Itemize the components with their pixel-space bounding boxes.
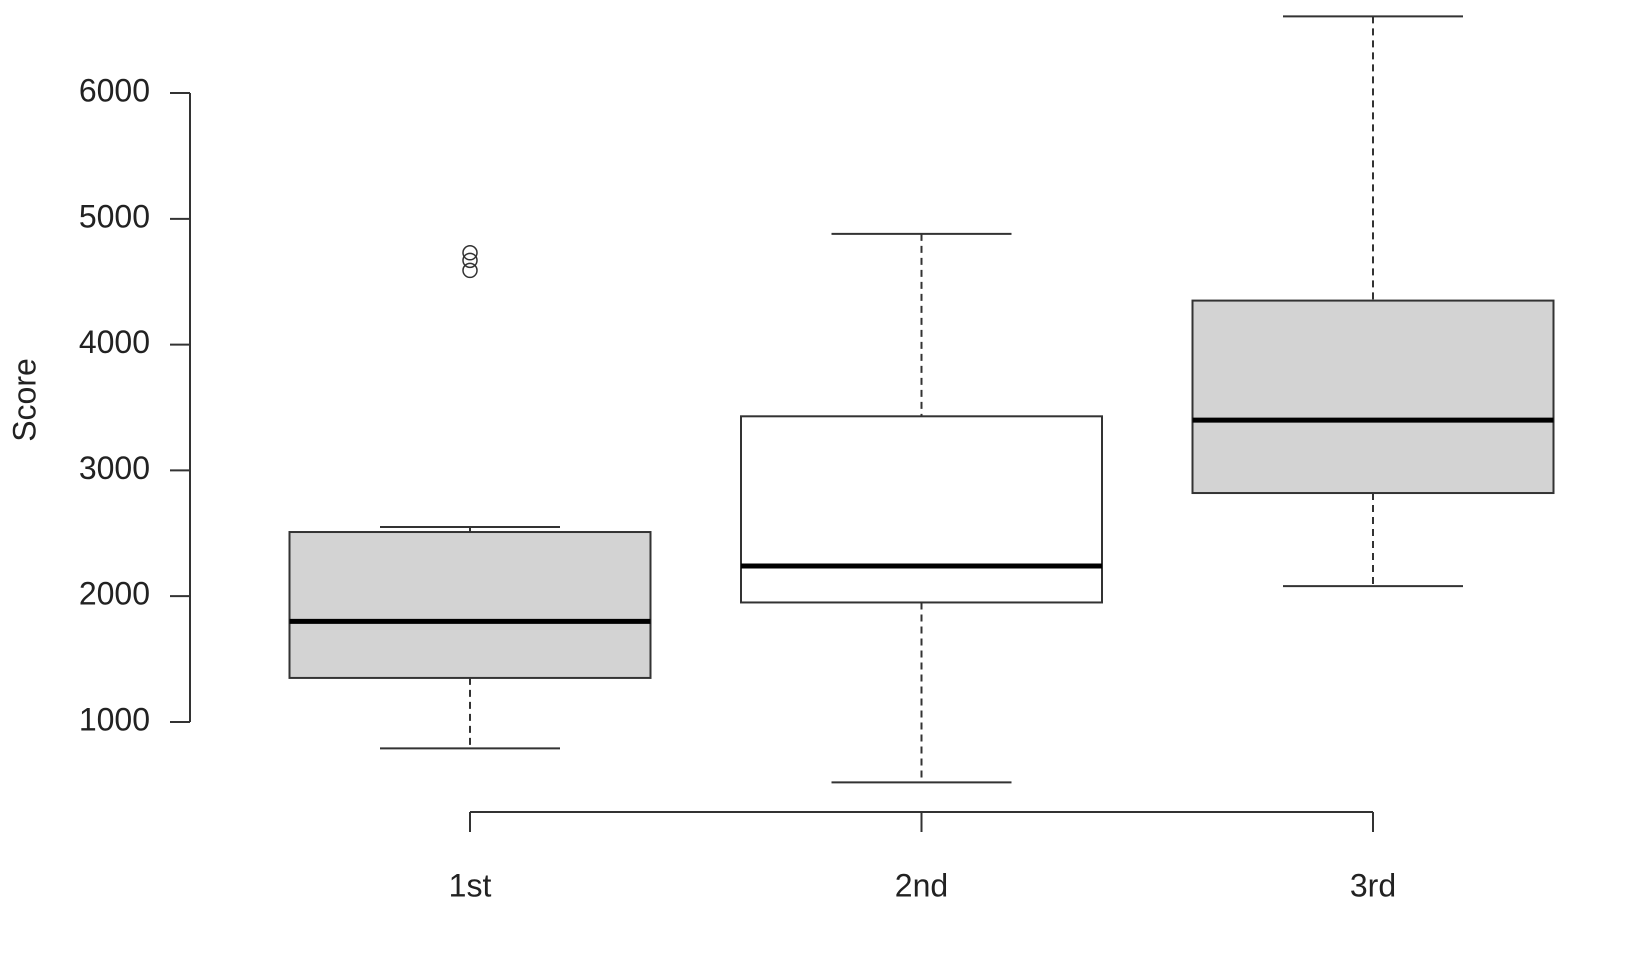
y-tick-label: 5000: [79, 198, 150, 234]
y-tick-label: 3000: [79, 450, 150, 486]
box: [288, 531, 652, 679]
x-tick-label: 3rd: [1350, 867, 1396, 903]
x-tick-label: 1st: [449, 867, 492, 903]
y-tick-label: 2000: [79, 576, 150, 612]
x-tick-label: 2nd: [895, 867, 948, 903]
box: [1191, 299, 1555, 495]
outlier: [462, 245, 478, 261]
y-axis-label: Score: [6, 358, 42, 442]
y-tick-label: 4000: [79, 324, 150, 360]
outlier: [462, 252, 478, 269]
y-tick-label: 6000: [79, 73, 150, 109]
box: [740, 415, 1103, 604]
outlier: [462, 262, 478, 279]
y-tick-label: 1000: [79, 701, 150, 737]
